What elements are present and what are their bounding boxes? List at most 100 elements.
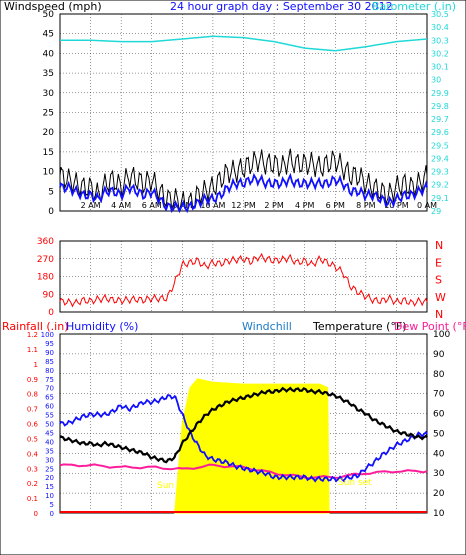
rainfall-y-tick-label: 0 xyxy=(34,510,38,518)
rainfall-y-tick-label: 0.6 xyxy=(27,421,39,429)
wind-y-tick-label: 20 xyxy=(43,128,55,138)
wind-x-tick-label: 4 PM xyxy=(295,201,314,210)
wind-y-ticks: 0 5 10 15 20 25 30 35 40 45 50 xyxy=(43,10,55,217)
rainfall-y-tick-label: 1.2 xyxy=(27,331,38,339)
wind-y-tick-label: 30 xyxy=(43,89,55,99)
wind-x-tick-label: 2 AM xyxy=(81,201,101,210)
solar-area xyxy=(174,378,330,514)
dewpoint-line xyxy=(59,463,428,480)
temperature-y-tick-label: 100 xyxy=(433,330,450,340)
humidity-y-tick-label: 10 xyxy=(45,492,54,500)
wind-y-tick-label: 5 xyxy=(48,187,54,197)
temperature-y-tick-label: 90 xyxy=(433,350,445,360)
compass-label: S xyxy=(435,274,442,287)
humidity-y-ticks: 0510152025303540455055606570758085909510… xyxy=(41,331,54,518)
humidity-y-tick-label: 35 xyxy=(45,447,54,455)
humidity-y-tick-label: 60 xyxy=(45,403,54,411)
rainfall-y-tick-label: 0.3 xyxy=(27,465,38,473)
wind-y-tick-label: 10 xyxy=(43,168,55,178)
humidity-y-tick-label: 80 xyxy=(45,367,54,375)
barometer-y-tick-label: 30.4 xyxy=(431,23,449,32)
humidity-y-tick-label: 75 xyxy=(45,376,54,384)
wind-x-tick-label: 0 AM xyxy=(417,201,437,210)
direction-y-tick-label: 180 xyxy=(37,273,54,283)
rainfall-y-tick-label: 0.7 xyxy=(27,406,38,414)
barometer-y-tick-label: 29.3 xyxy=(431,168,449,177)
wind-y-tick-label: 40 xyxy=(43,49,55,59)
humidity-y-tick-label: 0 xyxy=(50,510,54,518)
barometer-line xyxy=(60,35,428,52)
wind-y-tick-label: 50 xyxy=(43,10,55,20)
wind-ylabel: Windspeed (mph) xyxy=(4,0,102,13)
rainfall-y-tick-label: 1.1 xyxy=(27,346,38,354)
sunrise-annotation: Sun rise xyxy=(157,481,194,491)
temperature-series xyxy=(59,378,428,514)
rainfall-y-tick-label: 0.9 xyxy=(27,376,38,384)
humidity-y-tick-label: 70 xyxy=(45,385,54,393)
humidity-y-tick-label: 90 xyxy=(45,349,54,357)
wind-gust-line xyxy=(59,148,428,213)
rainfall-y-tick-label: 0.2 xyxy=(27,480,38,488)
barometer-y-tick-label: 29.5 xyxy=(431,141,449,150)
wind-x-tick-label: 10 AM xyxy=(200,201,225,210)
barometer-y-tick-label: 29 xyxy=(431,207,441,216)
wind-direction-line xyxy=(59,252,428,308)
barometer-y-tick-label: 30.3 xyxy=(431,36,449,45)
humidity-ylabel: Humidity (%) xyxy=(66,320,138,333)
dewpoint-ylabel: Dew Point (°F) xyxy=(394,320,466,333)
wind-y-tick-label: 15 xyxy=(43,148,54,158)
humidity-y-tick-label: 100 xyxy=(41,331,54,339)
wind-panel: Windspeed (mph) 24 hour graph day : Sept… xyxy=(4,0,456,217)
humidity-y-tick-label: 5 xyxy=(50,501,54,509)
temperature-y-tick-label: 80 xyxy=(433,370,445,380)
temperature-y-ticks: 10 20 30 40 50 60 70 80 90 100 xyxy=(433,330,450,519)
wind-x-tick-label: 2 PM xyxy=(264,201,283,210)
barometer-y-tick-label: 29.9 xyxy=(431,89,449,98)
direction-y-tick-label: 360 xyxy=(37,237,54,247)
compass-label: W xyxy=(435,291,446,304)
rainfall-y-tick-label: 0.8 xyxy=(27,391,38,399)
humidity-y-tick-label: 15 xyxy=(45,483,54,491)
wind-y-tick-label: 0 xyxy=(48,207,54,217)
barometer-y-tick-label: 29.2 xyxy=(431,181,449,190)
compass-label: E xyxy=(435,256,442,269)
wind-series xyxy=(59,35,428,214)
sunset-annotation: Sun set xyxy=(338,478,372,488)
temperature-y-tick-label: 40 xyxy=(433,449,445,459)
wind-x-tick-label: 8 PM xyxy=(356,201,375,210)
direction-y-tick-label: 270 xyxy=(37,255,54,265)
rainfall-y-tick-label: 1 xyxy=(34,361,38,369)
humidity-y-tick-label: 95 xyxy=(45,340,54,348)
humidity-y-tick-label: 55 xyxy=(45,412,54,420)
barometer-y-tick-label: 29.1 xyxy=(431,194,449,203)
temperature-y-tick-label: 10 xyxy=(433,509,445,519)
barometer-y-tick-label: 29.8 xyxy=(431,102,449,111)
barometer-y-ticks: 29 29.1 29.2 29.3 29.4 29.5 29.6 29.7 29.8 29.9 30… xyxy=(431,10,449,216)
rainfall-ylabel: Rainfall (.in) xyxy=(2,320,69,333)
wind-x-tick-label: 6 AM xyxy=(142,201,162,210)
direction-y-tick-label: 0 xyxy=(48,308,54,318)
barometer-y-tick-label: 30 xyxy=(431,76,441,85)
wind-average-line xyxy=(59,172,428,214)
temperature-y-tick-label: 30 xyxy=(433,469,445,479)
humidity-y-tick-label: 25 xyxy=(45,465,54,473)
humidity-y-tick-label: 30 xyxy=(45,456,54,464)
wind-y-tick-label: 35 xyxy=(43,69,54,79)
wind-x-tick-label: 4 AM xyxy=(111,201,131,210)
barometer-y-tick-label: 29.4 xyxy=(431,154,449,163)
rainfall-y-tick-label: 0.5 xyxy=(27,435,38,443)
humidity-y-tick-label: 40 xyxy=(45,438,54,446)
page-title: 24 hour graph day : September 30 2012 xyxy=(170,0,393,13)
temperature-ylabel: Temperature (°F) xyxy=(312,320,407,333)
temperature-y-tick-label: 60 xyxy=(433,410,445,420)
wind-x-tick-label: 6 PM xyxy=(326,201,345,210)
humidity-y-tick-label: 45 xyxy=(45,429,54,437)
compass-label: N xyxy=(435,308,443,321)
humidity-y-tick-label: 85 xyxy=(45,358,54,366)
compass-label: N xyxy=(435,239,443,252)
barometer-y-tick-label: 30.2 xyxy=(431,49,449,58)
barometer-ylabel: Barometer (.in) xyxy=(372,0,456,13)
barometer-y-tick-label: 30.1 xyxy=(431,63,449,72)
wind-x-tick-label: 12 PM xyxy=(231,201,256,210)
